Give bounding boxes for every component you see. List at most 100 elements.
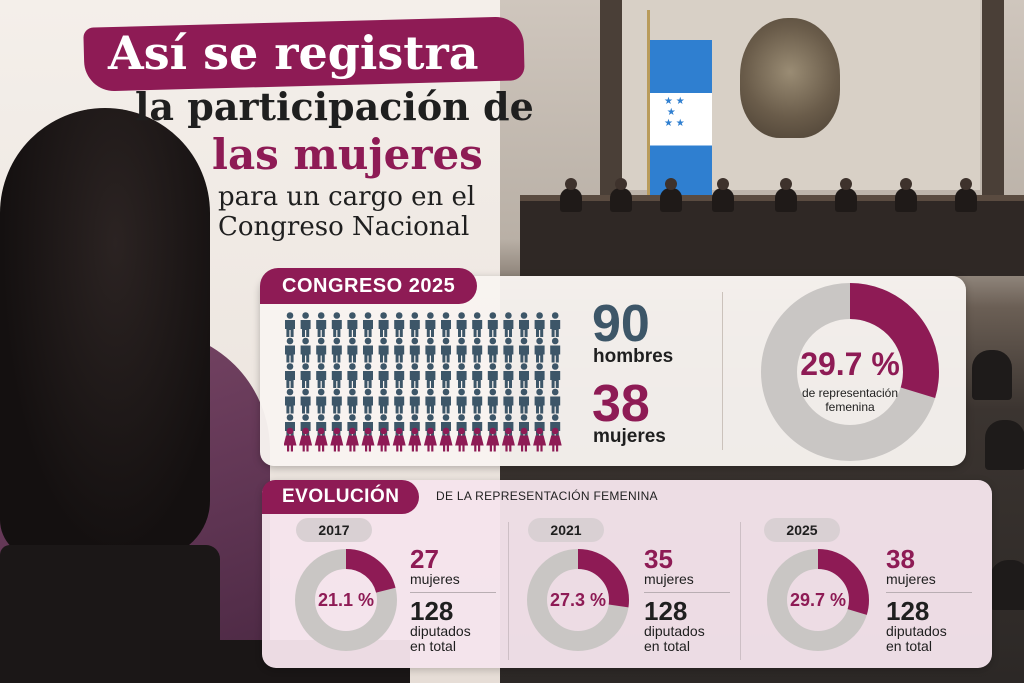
- donut-percent: 29.7 %: [800, 346, 900, 382]
- man-figure-icon: [487, 312, 498, 337]
- man-figure-icon: [378, 363, 389, 388]
- man-figure-icon: [285, 312, 295, 337]
- man-figure-icon: [503, 414, 514, 439]
- stat-divider: [644, 592, 730, 593]
- man-figure-icon: [472, 414, 483, 439]
- man-figure-icon: [316, 388, 327, 414]
- man-figure-icon: [425, 312, 436, 337]
- man-figure-icon: [363, 337, 373, 363]
- man-figure-icon: [550, 312, 561, 337]
- year-percent-2017: 21.1 %: [317, 590, 375, 610]
- man-figure-icon: [363, 388, 373, 414]
- man-figure-icon: [441, 363, 451, 388]
- man-figure-icon: [550, 337, 561, 363]
- woman-figure-icon: [408, 427, 422, 452]
- panel-divider: [722, 292, 723, 450]
- donut-arc: [295, 549, 397, 651]
- man-figure-icon: [409, 414, 420, 439]
- man-figure-icon: [378, 388, 389, 414]
- man-figure-icon: [472, 363, 483, 388]
- man-figure-icon: [331, 363, 342, 388]
- donut-label-2: femenina: [825, 400, 875, 414]
- audience-figure: [985, 420, 1024, 470]
- person-figure: [835, 178, 857, 212]
- year-pill-2025: 2025: [764, 518, 840, 542]
- man-figure-icon: [519, 363, 529, 388]
- congress-bench: [520, 195, 1024, 276]
- women-count: 38: [592, 375, 650, 433]
- honduras-flag-icon: [650, 40, 712, 200]
- man-figure-icon: [347, 363, 358, 388]
- total-label-line-1: diputados: [886, 623, 947, 639]
- man-figure-icon: [441, 312, 451, 337]
- man-figure-icon: [347, 414, 358, 439]
- man-figure-icon: [331, 337, 342, 363]
- man-figure-icon: [394, 312, 405, 337]
- woman-figure-icon: [345, 427, 359, 452]
- total-label-line-2: en total: [644, 638, 690, 654]
- women-label-2025: mujeres: [886, 571, 936, 587]
- female-representation-donut: [761, 283, 939, 461]
- woman-figure-icon: [470, 427, 484, 452]
- woman-figure-icon: [439, 427, 453, 452]
- woman-figure-icon: [533, 427, 547, 452]
- men-label: hombres: [593, 346, 674, 367]
- man-figure-icon: [456, 388, 467, 414]
- year-donut-2021: [527, 549, 629, 651]
- man-figure-icon: [425, 337, 436, 363]
- man-figure-icon: [285, 388, 295, 414]
- man-figure-icon: [441, 337, 451, 363]
- man-figure-icon: [425, 363, 436, 388]
- man-figure-icon: [456, 312, 467, 337]
- man-figure-icon: [534, 337, 545, 363]
- man-figure-icon: [331, 312, 342, 337]
- man-figure-icon: [503, 388, 514, 414]
- man-figure-icon: [394, 414, 405, 439]
- stat-divider: [410, 592, 496, 593]
- man-figure-icon: [300, 363, 311, 388]
- man-figure-icon: [487, 388, 498, 414]
- man-figure-icon: [378, 414, 389, 439]
- man-figure-icon: [456, 414, 467, 439]
- man-figure-icon: [409, 337, 420, 363]
- man-figure-icon: [347, 312, 358, 337]
- person-figure: [560, 178, 582, 212]
- audience-figure: [972, 350, 1012, 400]
- woman-figure-icon: [517, 427, 531, 452]
- women-count-2017: 27: [410, 544, 439, 574]
- man-figure-icon: [503, 337, 514, 363]
- man-figure-icon: [300, 388, 311, 414]
- man-figure-icon: [472, 337, 483, 363]
- person-figure: [955, 178, 977, 212]
- man-figure-icon: [363, 363, 373, 388]
- title-line-3: las mujeres: [212, 130, 483, 179]
- man-figure-icon: [425, 414, 436, 439]
- evolucion-subtitle: DE LA REPRESENTACIÓN FEMENINA: [436, 489, 658, 503]
- man-figure-icon: [534, 414, 545, 439]
- man-figure-icon: [347, 337, 358, 363]
- people-grid: [284, 312, 574, 452]
- man-figure-icon: [534, 363, 545, 388]
- woman-figure-icon: [455, 427, 469, 452]
- total-label-line-2: en total: [886, 638, 932, 654]
- women-count-2025: 38: [886, 544, 915, 574]
- man-figure-icon: [316, 363, 327, 388]
- women-label-2017: mujeres: [410, 571, 460, 587]
- woman-figure-icon: [423, 427, 437, 452]
- people-pictogram: [284, 312, 562, 452]
- column-divider: [740, 522, 741, 660]
- man-figure-icon: [519, 337, 529, 363]
- woman-figure-icon: [314, 427, 328, 452]
- woman-figure-icon: [299, 427, 313, 452]
- man-figure-icon: [285, 363, 295, 388]
- man-figure-icon: [347, 388, 358, 414]
- title-line-4a: para un cargo en el: [218, 182, 476, 212]
- title-line-4: para un cargo en el Congreso Nacional: [218, 182, 475, 242]
- total-label-2021: diputados en total: [644, 624, 705, 654]
- man-figure-icon: [316, 414, 327, 439]
- man-figure-icon: [409, 312, 420, 337]
- man-figure-icon: [316, 337, 327, 363]
- man-figure-icon: [394, 337, 405, 363]
- man-figure-icon: [363, 312, 373, 337]
- man-figure-icon: [550, 414, 561, 439]
